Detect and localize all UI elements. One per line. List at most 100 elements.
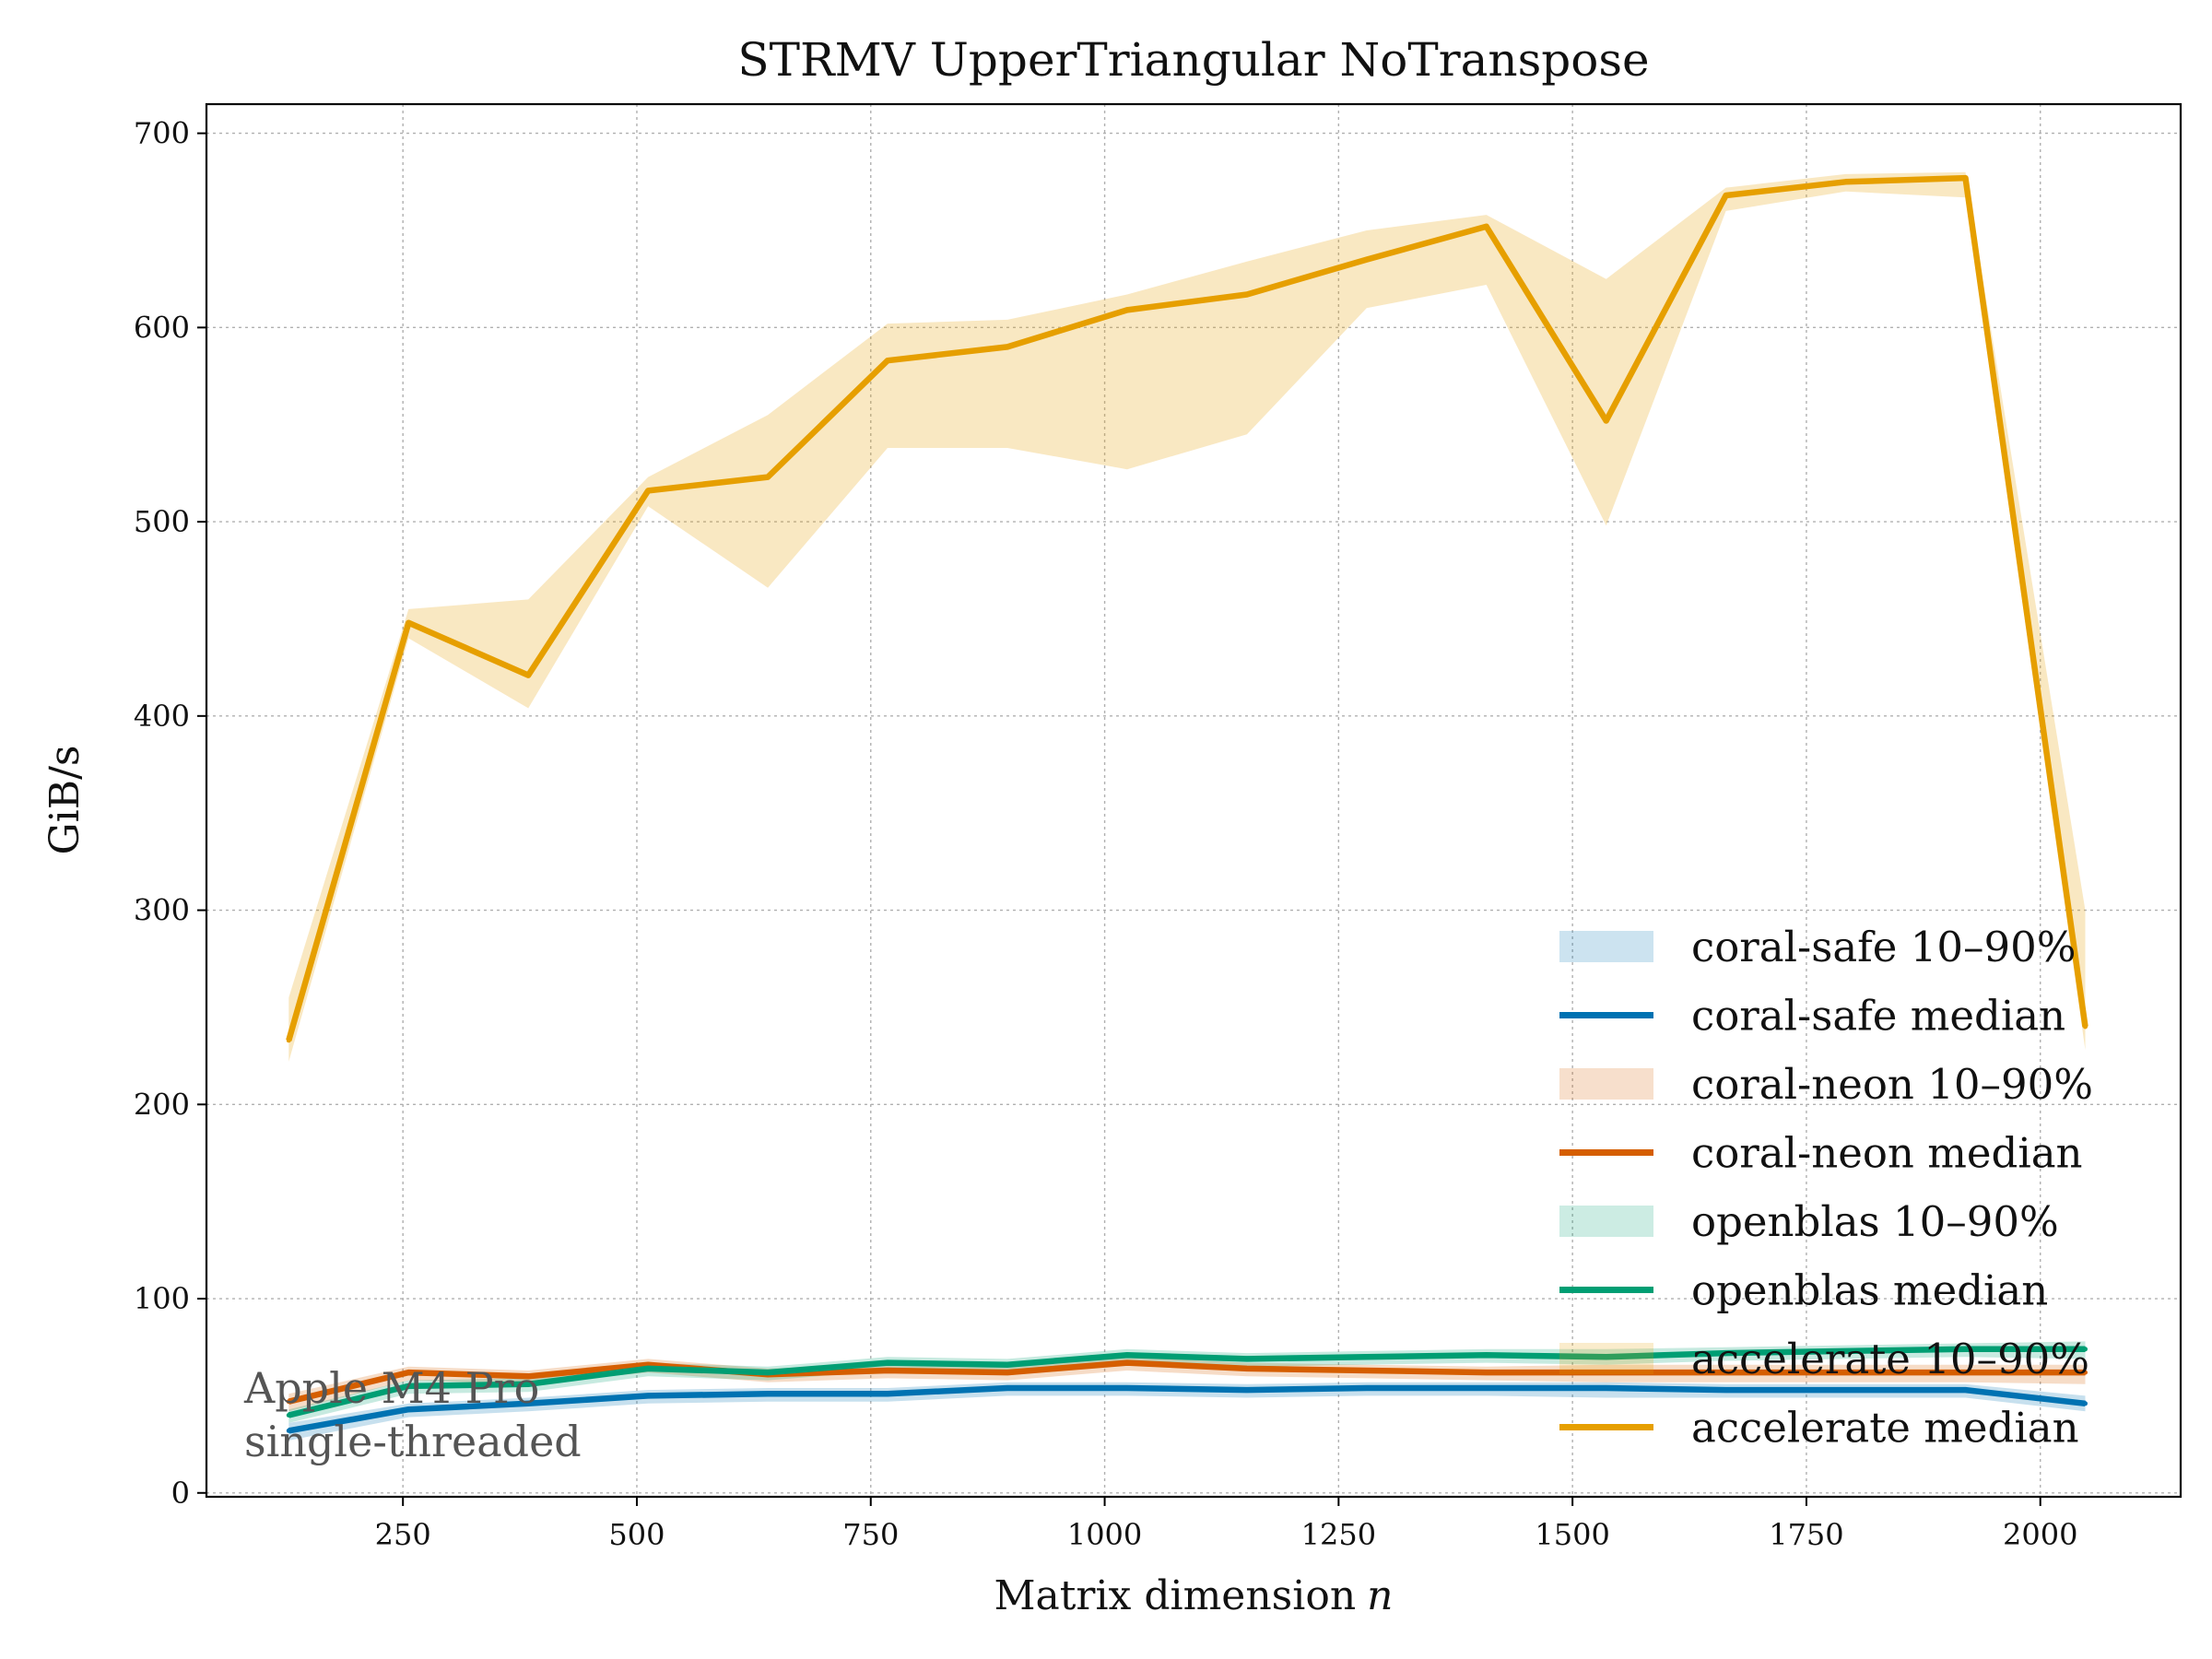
accelerate-median-point <box>885 358 890 363</box>
y-tick-label: 400 <box>134 699 190 734</box>
openblas-median-point <box>1843 1348 1849 1354</box>
coral-safe-median-point <box>525 1401 531 1406</box>
coral-safe-median-point <box>765 1391 771 1396</box>
x-tick-1750: 1750 <box>1769 1497 1844 1552</box>
coral-neon-median-line <box>288 1359 2086 1405</box>
x-tick-label: 750 <box>842 1517 899 1552</box>
openblas-median-point <box>885 1360 890 1366</box>
coral-safe-median-point <box>2083 1401 2088 1406</box>
accelerate-median-point <box>645 488 651 493</box>
x-tick-250: 250 <box>375 1497 431 1552</box>
coral-neon-median-point <box>1364 1368 1370 1373</box>
legend-item-coral-neon-band: coral-neon 10–90% <box>1559 1060 2093 1109</box>
coral-safe-median-point <box>1724 1387 1729 1393</box>
accelerate-band <box>288 171 2086 1062</box>
accelerate-median-point <box>1963 175 1968 181</box>
accelerate-median-line <box>286 174 2088 1041</box>
y-tick-700: 700 <box>134 116 206 151</box>
y-tick-500: 500 <box>134 504 206 539</box>
accelerate-median-point <box>1843 179 1849 184</box>
x-tick-label: 1500 <box>1535 1517 1609 1552</box>
x-tick-label: 500 <box>608 1517 665 1552</box>
coral-safe-median-point <box>1364 1385 1370 1391</box>
legend-label: coral-neon 10–90% <box>1691 1060 2093 1109</box>
legend-item-coral-safe-median: coral-safe median <box>1559 992 2065 1041</box>
legend-swatch <box>1559 1068 1653 1100</box>
accelerate-median-point <box>1005 344 1010 349</box>
coral-neon-median-point <box>1724 1370 1729 1375</box>
x-axis-title-variable: n <box>1367 1572 1393 1619</box>
coral-neon-median-point <box>286 1399 291 1405</box>
openblas-median-point <box>2083 1347 2088 1352</box>
accelerate-median-point <box>1244 292 1250 297</box>
y-tick-label: 0 <box>171 1476 190 1511</box>
median-lines <box>286 174 2088 1434</box>
legend-label: openblas 10–90% <box>1691 1197 2059 1246</box>
coral-neon-median-point <box>1963 1370 1968 1375</box>
accelerate-median-point <box>1724 193 1729 198</box>
x-tick-label: 2000 <box>2003 1517 2077 1552</box>
legend-label: openblas median <box>1691 1266 2048 1315</box>
coral-safe-median-point <box>1484 1385 1489 1391</box>
y-tick-label: 700 <box>134 116 190 151</box>
y-tick-400: 400 <box>134 699 206 734</box>
coral-safe-median-point <box>406 1406 411 1412</box>
legend-swatch <box>1559 1206 1653 1237</box>
coral-neon-median-point <box>1124 1360 1130 1366</box>
legend-label: coral-safe 10–90% <box>1691 923 2077 971</box>
openblas-median-line <box>288 1346 2086 1418</box>
legend-swatch <box>1559 1343 1653 1374</box>
x-tick-1500: 1500 <box>1535 1497 1610 1552</box>
legend-label: accelerate median <box>1691 1404 2079 1453</box>
annotation-device: Apple M4 Pro <box>243 1363 539 1413</box>
coral-neon-median-point <box>885 1368 890 1373</box>
openblas-median-point <box>286 1413 291 1418</box>
openblas-median-point <box>1484 1352 1489 1358</box>
accelerate-median-point <box>1124 307 1130 312</box>
y-axis-title: GiB/s <box>41 746 88 855</box>
chart-title: STRMV UpperTriangular NoTranspose <box>737 33 1649 87</box>
y-tick-600: 600 <box>134 310 206 345</box>
x-tick-label: 1250 <box>1301 1517 1376 1552</box>
coral-neon-median-point <box>1604 1370 1609 1375</box>
x-tick-500: 500 <box>608 1497 665 1552</box>
accelerate-median-point <box>1364 257 1370 263</box>
coral-neon-median-point <box>1244 1366 1250 1371</box>
plot-frame <box>205 102 2183 1499</box>
legend-label: accelerate 10–90% <box>1691 1335 2089 1383</box>
openblas-band <box>288 1341 2086 1423</box>
coral-safe-median-point <box>1604 1385 1609 1391</box>
coral-safe-median-point <box>286 1428 291 1433</box>
openblas-median-point <box>1724 1350 1729 1356</box>
x-tick-1250: 1250 <box>1301 1497 1376 1552</box>
x-tick-label: 1750 <box>1769 1517 1843 1552</box>
y-tick-label: 500 <box>134 504 190 539</box>
coral-neon-median-point <box>1484 1370 1489 1375</box>
legend-item-accelerate-band: accelerate 10–90% <box>1559 1335 2089 1383</box>
openblas-median-point <box>1364 1354 1370 1359</box>
openblas-median-point <box>1244 1356 1250 1361</box>
y-tick-label: 600 <box>134 310 190 345</box>
x-tick-label: 250 <box>375 1517 431 1552</box>
legend-label: coral-neon median <box>1691 1129 2083 1178</box>
accelerate-median-point <box>1484 224 1489 229</box>
coral-safe-median-point <box>1005 1385 1010 1391</box>
coral-safe-median-point <box>1963 1387 1968 1393</box>
accelerate-median-point <box>2083 1024 2088 1030</box>
coral-safe-median-point <box>885 1391 890 1396</box>
legend: coral-safe 10–90% coral-safe median coral-… <box>1559 923 2093 1453</box>
x-tick-750: 750 <box>842 1497 899 1552</box>
accelerate-median-point <box>1604 418 1609 423</box>
openblas-median-point <box>1124 1352 1130 1358</box>
y-tick-label: 200 <box>134 1087 190 1122</box>
grid <box>206 104 2181 1497</box>
legend-item-openblas-median: openblas median <box>1559 1266 2048 1315</box>
x-axis-title-text: Matrix dimension <box>994 1572 1356 1619</box>
openblas-median-point <box>1604 1354 1609 1359</box>
coral-neon-median-point <box>1843 1370 1849 1375</box>
percentile-bands <box>288 171 2086 1441</box>
legend-swatch <box>1559 931 1653 962</box>
legend-item-coral-neon-median: coral-neon median <box>1559 1129 2083 1178</box>
coral-neon-median-point <box>525 1373 531 1379</box>
